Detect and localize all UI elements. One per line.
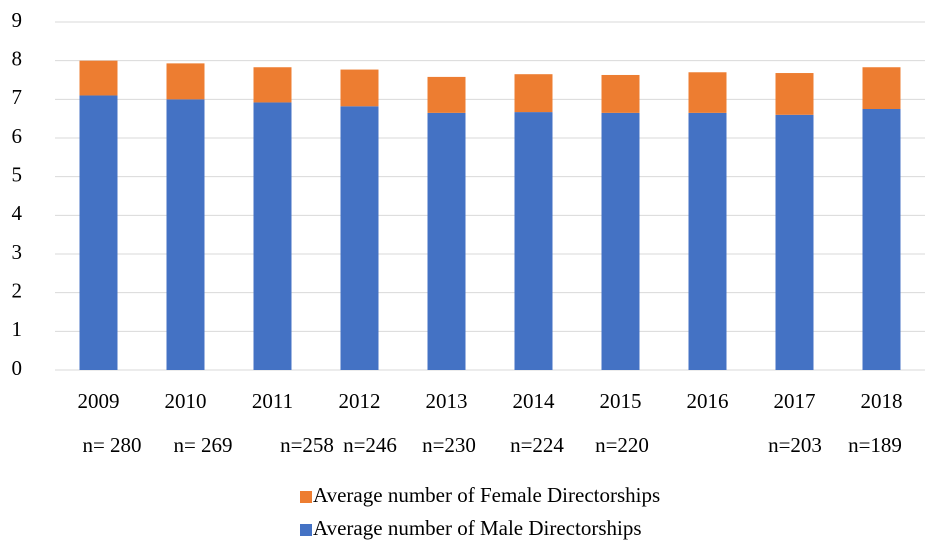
sample-size-label: n= 269 — [173, 433, 232, 457]
bar-segment — [514, 74, 553, 113]
bar-segment — [340, 106, 379, 370]
legend-swatch — [300, 524, 312, 536]
y-tick-label: 8 — [12, 46, 23, 70]
sample-size-label: n=224 — [510, 433, 564, 457]
sample-size-label: n=258 — [280, 433, 334, 457]
bar-segment — [253, 67, 292, 103]
bar-segment — [775, 114, 814, 370]
y-tick-label: 1 — [12, 317, 23, 341]
y-tick-label: 4 — [12, 201, 23, 225]
sample-size-label: n=220 — [595, 433, 649, 457]
bar-segment — [688, 112, 727, 370]
bar-segment — [166, 63, 205, 100]
x-tick-label: 2010 — [165, 389, 207, 413]
bar-segment — [427, 76, 466, 113]
bar-segment — [166, 99, 205, 370]
x-tick-label: 2011 — [252, 389, 293, 413]
legend-swatch — [300, 491, 312, 503]
sample-size-label: n=230 — [422, 433, 476, 457]
sample-size-label: n=189 — [848, 433, 902, 457]
y-tick-label: 2 — [12, 278, 23, 302]
x-tick-label: 2014 — [513, 389, 556, 413]
x-tick-label: 2009 — [78, 389, 120, 413]
sample-size-label: n=203 — [768, 433, 822, 457]
y-tick-label: 5 — [12, 162, 23, 186]
bar-segment — [775, 73, 814, 115]
y-tick-label: 6 — [12, 124, 23, 148]
bar-segment — [862, 67, 901, 109]
bar-segment — [601, 74, 640, 113]
bar-segment — [340, 69, 379, 107]
bar-segment — [427, 112, 466, 370]
bar-segment — [688, 72, 727, 113]
bar-segment — [862, 109, 901, 370]
bar-segment — [601, 112, 640, 370]
legend-label: Average number of Male Directorships — [313, 516, 642, 540]
bar-segment — [253, 102, 292, 370]
y-tick-label: 3 — [12, 240, 23, 264]
bar-segment — [79, 60, 118, 96]
x-tick-label: 2017 — [774, 389, 816, 413]
y-tick-label: 7 — [12, 85, 23, 109]
y-tick-label: 9 — [12, 8, 23, 32]
bar-segment — [514, 112, 553, 371]
sample-size-label: n=246 — [343, 433, 397, 457]
x-tick-label: 2016 — [687, 389, 729, 413]
x-tick-label: 2015 — [600, 389, 642, 413]
legend-label: Average number of Female Directorships — [313, 483, 660, 507]
sample-size-label: n= 280 — [82, 433, 141, 457]
x-tick-label: 2013 — [426, 389, 468, 413]
bar-segment — [79, 95, 118, 370]
y-tick-label: 0 — [12, 356, 23, 380]
x-tick-label: 2012 — [339, 389, 381, 413]
x-tick-label: 2018 — [861, 389, 903, 413]
